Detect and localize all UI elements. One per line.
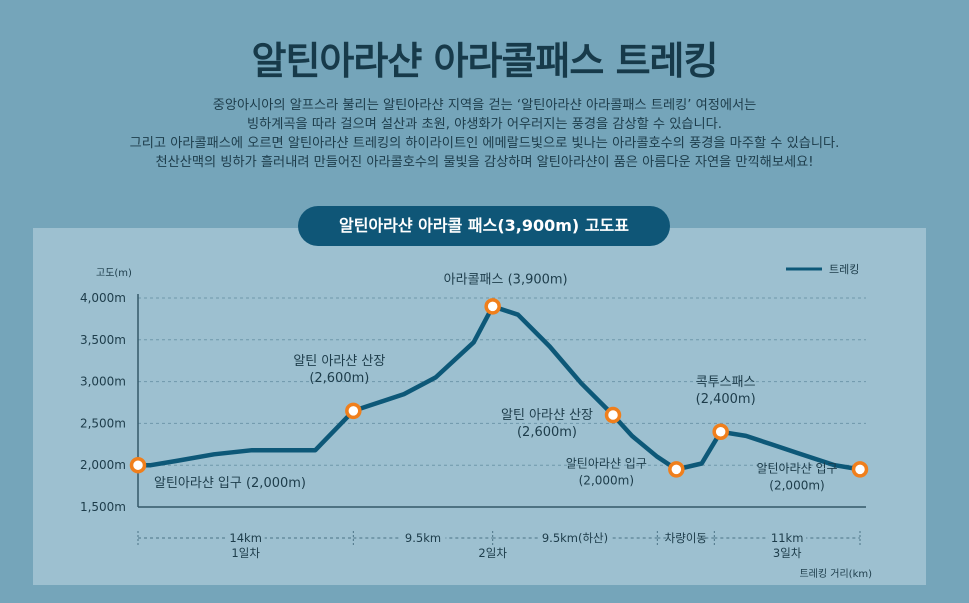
waypoint-marker xyxy=(129,456,147,474)
y-tick-label: 1,500m xyxy=(80,500,126,514)
marker-label: 알틴아라샨 입구 xyxy=(566,456,647,470)
series-line-trekking xyxy=(135,304,863,472)
marker-value-label: (2,000m) xyxy=(579,473,634,487)
segment-distance: 11km xyxy=(771,531,804,545)
y-tick-label: 2,000m xyxy=(80,458,126,472)
marker-label: 알틴아라샨 입구 xyxy=(756,461,837,475)
segment-label-bg xyxy=(768,530,807,546)
marker-value-label: (2,000m) xyxy=(769,478,824,492)
segment-label-bg xyxy=(666,530,705,546)
page-title: 알틴아라샨 아라콜패스 트레킹 xyxy=(251,39,719,83)
x-axis-label: 트레킹 거리(km) xyxy=(799,568,872,580)
segment-day: 1일차 xyxy=(231,546,260,560)
chart-panel xyxy=(33,228,926,585)
legend-label: 트레킹 xyxy=(829,263,859,276)
segment-distance: 14km xyxy=(229,531,262,545)
waypoint-marker xyxy=(668,461,685,478)
waypoint-marker xyxy=(345,402,362,420)
segment-label-bg xyxy=(226,530,265,546)
segment-distance: 차량이동 xyxy=(665,531,707,545)
marker-label: 콕투스패스 xyxy=(696,375,756,390)
description-line: 그리고 아라콜패스에 오르면 알틴아라샨 트레킹의 하이라이트인 에메랄드빛으로… xyxy=(129,136,840,151)
waypoint-marker xyxy=(851,461,869,478)
y-tick-label: 4,000m xyxy=(80,291,126,305)
y-tick-label: 3,500m xyxy=(80,333,126,347)
y-axis-label: 고도(m) xyxy=(96,268,132,279)
segment-day: 3일차 xyxy=(773,546,802,560)
marker-value-label: (2,600m) xyxy=(517,425,577,440)
marker-label: 알틴아라샨 입구 (2,000m) xyxy=(154,476,306,491)
segment-distance: 9.5km xyxy=(405,531,441,545)
waypoint-marker xyxy=(712,423,729,441)
marker-label: 알틴 아라샨 산장 xyxy=(293,354,385,369)
segment-label-bg xyxy=(538,530,612,546)
description-line: 중앙아시아의 알프스라 불리는 알틴아라샨 지역을 걷는 ‘알틴아라샨 아라콜패… xyxy=(212,98,757,113)
description-line: 빙하계곡을 따라 걸으며 설산과 초원, 야생화가 어우러지는 풍경을 감상할 … xyxy=(247,117,722,132)
marker-label: 아라콜패스 (3,900m) xyxy=(444,272,568,287)
description-line: 천산산맥의 빙하가 흘러내려 만들어진 아라콜호수의 물빛을 감상하며 알틴아라… xyxy=(155,155,814,170)
waypoint-marker xyxy=(484,298,501,315)
description: 중앙아시아의 알프스라 불리는 알틴아라샨 지역을 걷는 ‘알틴아라샨 아라콜패… xyxy=(0,96,969,172)
segment-distance: 9.5km(하산) xyxy=(542,531,608,545)
marker-value-label: (2,600m) xyxy=(309,371,369,386)
marker-value-label: (2,400m) xyxy=(696,392,756,407)
segment-day: 2일차 xyxy=(478,546,507,560)
y-tick-label: 2,500m xyxy=(80,416,126,430)
y-tick-label: 3,000m xyxy=(80,375,126,389)
segment-label-bg xyxy=(400,530,446,546)
chart-title-badge: 알틴아라샨 아라콜 패스(3,900m) 고도표 xyxy=(298,206,670,246)
marker-label: 알틴 아라샨 산장 xyxy=(501,408,593,423)
waypoint-marker xyxy=(604,406,622,424)
